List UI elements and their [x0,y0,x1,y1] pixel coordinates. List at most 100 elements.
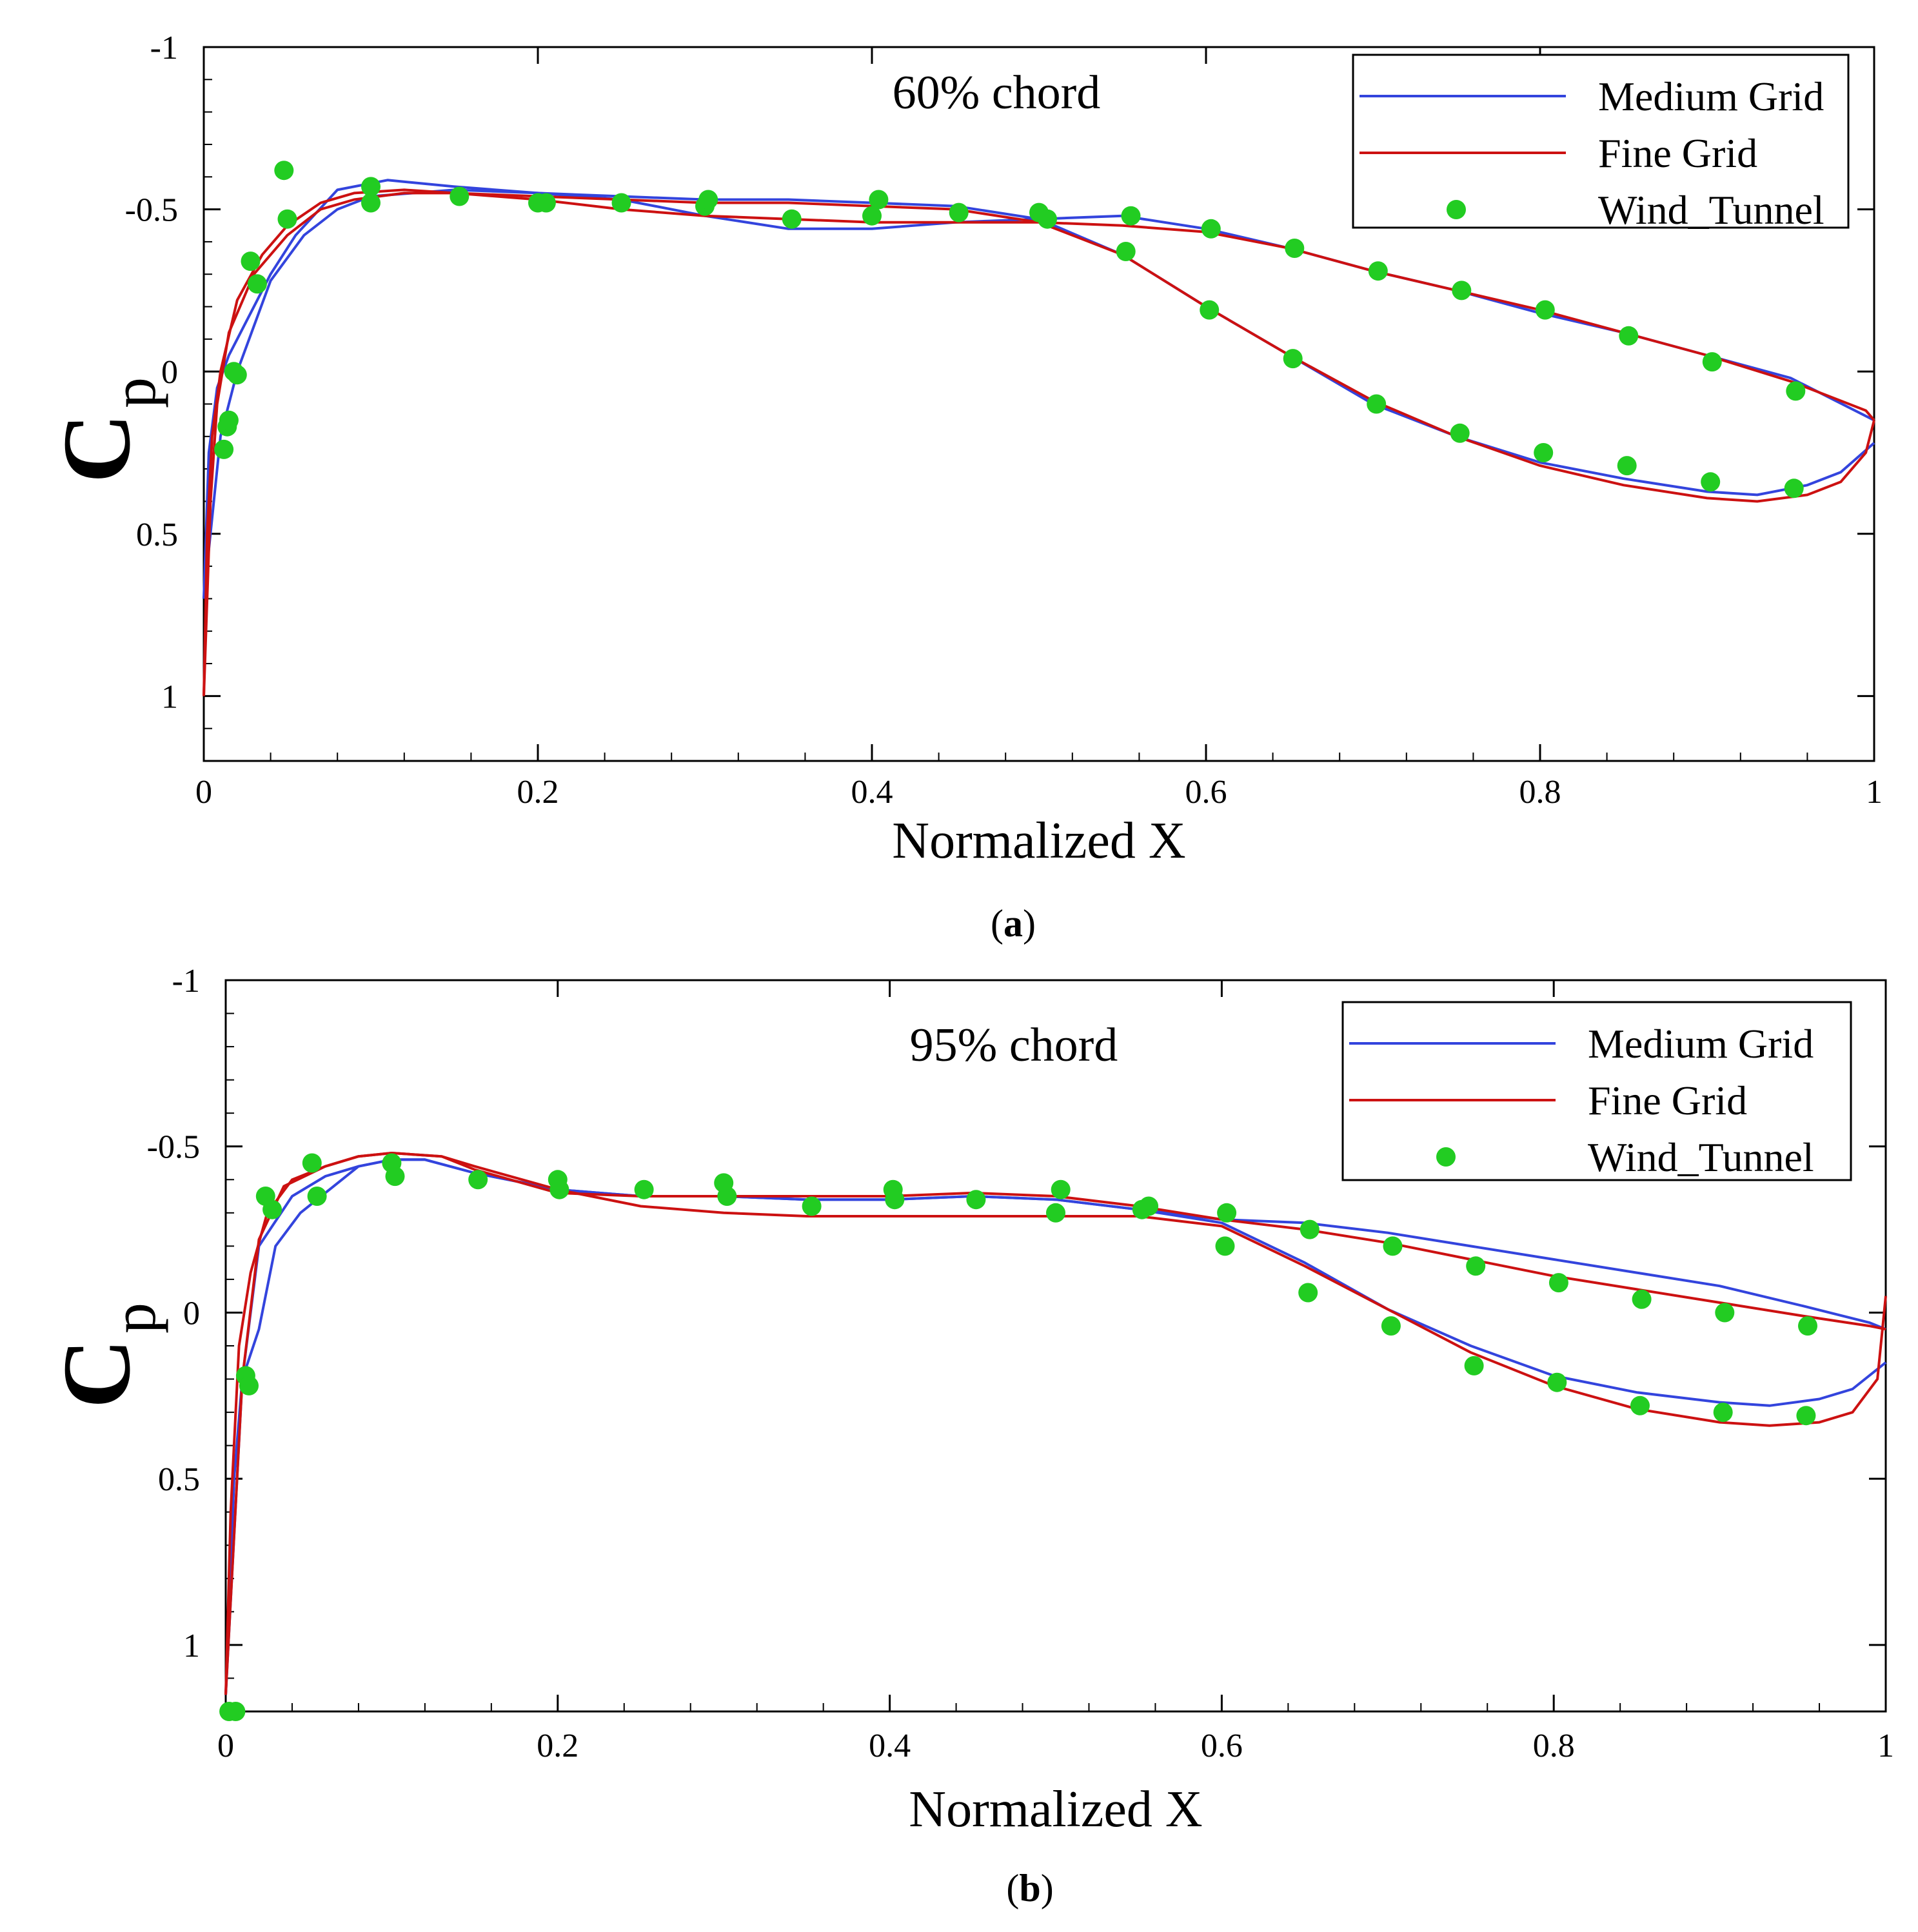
data-point-wind-tunnel-a [219,410,239,430]
legend-box-a [1352,54,1850,229]
data-point-wind-tunnel-b [239,1375,259,1395]
legend-label-wind-tunnel-b: Wind_Tunnel [1588,1134,1814,1180]
data-point-wind-tunnel-a [869,190,889,210]
data-point-wind-tunnel-a [1285,239,1305,258]
data-point-wind-tunnel-b [1548,1273,1568,1293]
x-axis-title-a: Normalized X [892,813,1185,869]
y-tick-label-a: 1 [161,678,178,715]
data-point-wind-tunnel-a [1701,472,1721,492]
y-tick-label-b: 1 [183,1628,200,1664]
panel-label-a: (a) [991,902,1036,945]
data-point-wind-tunnel-b [1381,1316,1401,1336]
data-point-wind-tunnel-b [385,1167,405,1187]
data-point-wind-tunnel-b [1300,1219,1320,1239]
data-point-wind-tunnel-a [274,161,294,181]
data-point-wind-tunnel-b [1217,1203,1237,1223]
data-point-wind-tunnel-b [1298,1283,1318,1303]
data-point-wind-tunnel-a [1283,349,1303,369]
legend-b: Medium Grid Fine Grid Wind_Tunnel [1341,1001,1852,1181]
data-point-wind-tunnel-b [1466,1256,1486,1276]
data-point-wind-tunnel-a [277,209,297,229]
legend-a: Medium Grid Fine Grid Wind_Tunnel [1352,54,1850,233]
data-point-wind-tunnel-a [1786,381,1806,401]
data-point-wind-tunnel-b [1383,1236,1403,1256]
data-point-wind-tunnel-a [1534,443,1554,462]
x-tick-label-a: 0.4 [851,774,893,811]
data-point-wind-tunnel-b [717,1187,737,1206]
x-tick-label-a: 0.2 [517,774,559,811]
y-tick-label-a: 0.5 [136,517,178,553]
data-point-wind-tunnel-a [1368,261,1388,281]
data-point-wind-tunnel-b [1464,1355,1484,1375]
data-point-wind-tunnel-a [1201,219,1221,239]
x-tick-label-b: 0.2 [537,1728,578,1764]
y-axis-title-a: Cp [43,377,168,483]
chord-annotation-b: 95% chord [910,1019,1118,1072]
x-tick-label-a: 0.6 [1185,774,1227,811]
data-point-wind-tunnel-b [1632,1289,1652,1309]
x-tick-label-b: 0.4 [869,1728,911,1764]
x-tick-label-b: 0 [217,1728,234,1764]
x-tick-label-a: 0 [195,774,212,811]
legend-box-b [1341,1001,1852,1181]
data-point-wind-tunnel-a [247,274,267,294]
data-point-wind-tunnel-b [1046,1203,1065,1223]
data-point-wind-tunnel-a [361,193,381,213]
y-tick-label-b: -1 [172,963,200,1000]
y-tick-label-a: 0 [161,354,178,391]
data-point-wind-tunnel-a [1121,206,1141,226]
data-point-wind-tunnel-a [949,202,969,222]
legend-label-wind-tunnel-a: Wind_Tunnel [1598,187,1824,233]
data-point-wind-tunnel-b [1798,1316,1817,1336]
y-axis-title-main-b: C [43,1339,150,1408]
legend-swatch-wind-tunnel-a [1447,200,1466,219]
data-point-wind-tunnel-a [1702,352,1722,372]
data-point-wind-tunnel-a [450,186,470,206]
data-point-wind-tunnel-b [1139,1196,1159,1216]
data-point-wind-tunnel-a [1038,209,1057,229]
x-tick-label-a: 0.8 [1519,774,1561,811]
data-point-wind-tunnel-a [1450,423,1470,443]
data-point-wind-tunnel-a [1535,300,1555,320]
data-point-wind-tunnel-b [1215,1236,1235,1256]
data-point-wind-tunnel-a [1617,456,1637,476]
data-point-wind-tunnel-a [536,193,556,213]
data-point-wind-tunnel-b [966,1190,986,1210]
y-axis-title-b: Cp [43,1303,168,1408]
data-point-wind-tunnel-a [227,365,247,385]
data-point-wind-tunnel-a [1116,242,1136,261]
y-axis-title-sub-a: p [99,377,168,408]
x-tick-label-b: 1 [1877,1728,1894,1764]
panel-b: 0 0.2 0.4 0.6 0.8 1 -1 -0.5 0 0.5 1 Normalized X Cp 9… [43,963,1894,1909]
data-point-wind-tunnel-b [885,1190,905,1210]
y-tick-label-a: -0.5 [125,192,178,229]
data-point-wind-tunnel-b [634,1179,654,1199]
data-point-wind-tunnel-a [1367,394,1387,414]
data-point-wind-tunnel-a [862,206,882,226]
data-point-wind-tunnel-b [307,1187,327,1206]
series-line-fine-grid-upper-b [224,1152,1887,1695]
panel-a: 0 0.2 0.4 0.6 0.8 1 -1 -0.5 0 0.5 1 Normalized X Cp 6… [43,30,1883,945]
data-point-wind-tunnel-a [698,190,718,210]
x-tick-label-b: 0.8 [1533,1728,1575,1764]
series-line-fine-grid-lower-a [203,192,1875,696]
legend-label-medium-grid-b: Medium Grid [1588,1021,1814,1067]
y-axis-title-main-a: C [43,413,150,483]
data-point-wind-tunnel-b [1713,1403,1733,1423]
legend-label-fine-grid-a: Fine Grid [1598,130,1757,176]
data-point-wind-tunnel-b [802,1196,822,1216]
legend-label-medium-grid-a: Medium Grid [1598,74,1824,119]
x-axis-title-b: Normalized X [909,1781,1202,1838]
data-point-wind-tunnel-b [226,1702,246,1721]
x-tick-label-b: 0.6 [1201,1728,1243,1764]
data-point-wind-tunnel-b [1715,1303,1735,1323]
data-point-wind-tunnel-a [361,177,381,197]
data-point-wind-tunnel-a [214,439,234,459]
legend-label-fine-grid-b: Fine Grid [1588,1078,1747,1123]
series-line-medium-grid-upper-a [203,179,1875,599]
x-tick-label-a: 1 [1866,774,1883,811]
data-point-wind-tunnel-b [549,1179,569,1199]
data-point-wind-tunnel-a [1619,326,1639,346]
data-point-wind-tunnel-b [302,1153,322,1173]
